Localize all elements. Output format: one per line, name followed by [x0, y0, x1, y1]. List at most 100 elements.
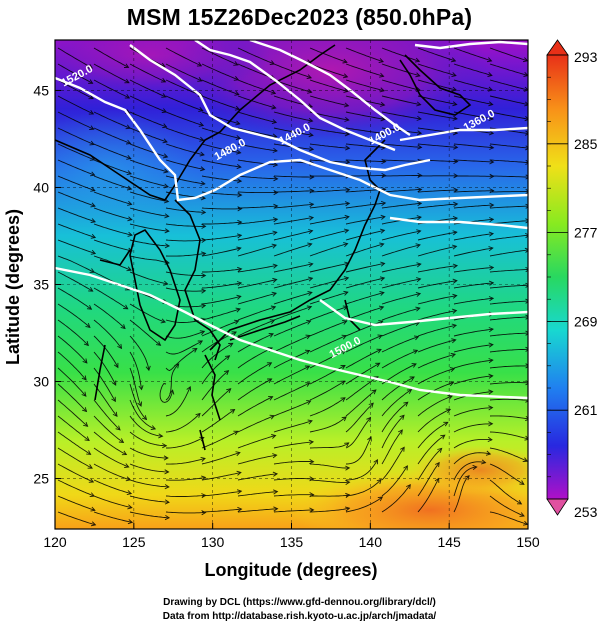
streamline	[489, 269, 528, 273]
streamline	[202, 268, 242, 273]
streamline-arrow	[524, 130, 528, 136]
streamline	[381, 188, 422, 193]
streamline	[273, 63, 312, 79]
streamline-arrow	[111, 396, 116, 403]
streamline	[237, 111, 277, 123]
streamline-arrow	[380, 214, 386, 220]
streamline-arrow	[489, 159, 495, 165]
streamline-arrow	[451, 72, 457, 78]
colorbar-label: 293	[574, 49, 598, 65]
streamline	[201, 282, 242, 289]
streamline	[165, 143, 205, 156]
streamline-arrow	[138, 385, 144, 391]
streamline-arrow	[126, 185, 133, 191]
streamline-arrow	[89, 125, 95, 130]
streamline	[417, 382, 454, 401]
streamline-arrow	[90, 218, 96, 223]
streamline	[165, 63, 202, 82]
streamline-arrow	[155, 341, 162, 346]
streamline-arrow	[380, 130, 387, 136]
streamline	[129, 463, 169, 473]
streamline-arrow	[451, 323, 458, 329]
streamline	[381, 465, 408, 497]
streamline	[381, 322, 420, 337]
streamline-arrow	[340, 380, 346, 386]
streamline-arrow	[416, 101, 422, 107]
streamline-arrow	[377, 334, 383, 340]
streamline-arrow	[417, 144, 423, 150]
streamline	[345, 496, 383, 513]
streamline	[165, 95, 203, 112]
streamline-arrow	[304, 365, 311, 371]
streamline	[489, 365, 528, 369]
streamline	[381, 429, 403, 465]
streamline-arrow	[271, 243, 277, 249]
streamline	[237, 473, 278, 481]
streamline-arrow	[525, 314, 528, 320]
streamline-arrow	[489, 144, 495, 150]
streamline	[165, 318, 206, 323]
streamline	[489, 463, 525, 485]
streamline-arrow	[88, 94, 94, 100]
streamline	[129, 111, 167, 128]
streamline	[381, 111, 422, 120]
streamline-arrow	[485, 450, 492, 456]
streamline-arrow	[525, 298, 528, 304]
streamline-arrow	[486, 57, 493, 63]
streamline-arrow	[452, 215, 459, 222]
streamline	[489, 249, 528, 257]
streamline	[417, 395, 453, 417]
streamline	[93, 447, 129, 468]
streamline-arrow	[525, 159, 528, 165]
streamline-arrow	[120, 324, 126, 330]
streamline-arrow	[488, 130, 495, 136]
streamline	[381, 389, 412, 417]
colorbar-label: 253	[574, 504, 598, 520]
streamline-arrow	[398, 429, 403, 435]
streamline-arrow	[163, 168, 169, 174]
streamline	[489, 159, 528, 164]
streamline	[417, 203, 458, 209]
streamline	[309, 365, 346, 385]
streamline	[237, 47, 275, 65]
streamline-arrow	[90, 202, 96, 208]
streamline	[201, 490, 242, 497]
streamline-arrow	[448, 381, 455, 387]
streamline-arrow	[379, 72, 385, 78]
streamline	[381, 307, 420, 321]
streamline	[165, 111, 204, 126]
streamline-arrow	[121, 450, 128, 456]
streamline	[237, 333, 274, 353]
streamline	[57, 367, 87, 397]
streamline	[237, 306, 276, 321]
x-tick-label: 150	[516, 534, 540, 550]
streamline-arrow	[123, 304, 129, 310]
streamline-arrow	[306, 74, 312, 79]
streamline-arrow	[164, 243, 171, 249]
streamline	[237, 279, 277, 289]
streamline-arrow	[82, 407, 88, 413]
streamline-arrow	[307, 419, 313, 425]
streamline-arrow	[379, 87, 386, 93]
streamline-arrow	[82, 358, 88, 364]
streamline	[345, 202, 386, 209]
streamline	[489, 234, 528, 241]
streamline-arrow	[117, 343, 123, 350]
streamline	[417, 189, 458, 193]
streamline	[453, 204, 494, 209]
streamline-arrow	[452, 230, 458, 236]
streamline-arrow	[228, 342, 234, 348]
streamline	[417, 324, 457, 337]
streamline	[453, 95, 493, 106]
streamline	[201, 452, 241, 465]
streamline-arrow	[488, 373, 494, 379]
streamline-arrow	[83, 340, 89, 347]
streamline-arrow	[452, 278, 458, 284]
streamline-arrow	[306, 305, 313, 311]
streamline	[201, 234, 242, 241]
streamline	[489, 511, 528, 525]
streamline	[273, 217, 314, 225]
streamline-arrow	[270, 89, 277, 95]
streamline-arrow	[230, 408, 236, 414]
streamline-arrow	[158, 433, 164, 439]
